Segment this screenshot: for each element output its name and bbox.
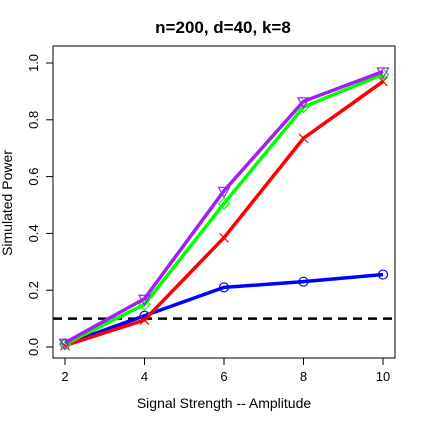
y-tick-label: 0.8 [26, 111, 41, 129]
series-2 [60, 76, 388, 351]
data-point [377, 269, 389, 280]
data-point [218, 282, 230, 293]
data-point [137, 294, 152, 307]
y-tick-label: 0.4 [26, 224, 41, 242]
data-point [296, 97, 311, 110]
data-point [378, 76, 388, 87]
series-4 [58, 67, 390, 351]
x-tick-label: 4 [141, 369, 148, 384]
data-point [139, 315, 150, 325]
series-line [64, 272, 384, 346]
series-line [64, 72, 384, 346]
y-tick-label: 0.2 [26, 281, 41, 299]
x-tick-label: 8 [300, 369, 307, 384]
y-tick-label: 1.0 [26, 54, 41, 72]
y-axis-label: Simulated Power [0, 150, 15, 256]
data-point [376, 67, 390, 80]
data-point [298, 133, 309, 144]
series-line [64, 69, 384, 345]
data-point [298, 276, 309, 287]
x-tick-label: 6 [220, 369, 227, 384]
data-point [219, 232, 229, 243]
data-point [217, 197, 231, 210]
y-tick-label: 0.0 [26, 338, 41, 356]
x-tick-label: 2 [61, 369, 68, 384]
series-1 [59, 269, 389, 350]
series-line [64, 80, 385, 348]
chart-title: n=200, d=40, k=8 [155, 18, 291, 37]
x-axis-label: Signal Strength -- Amplitude [137, 395, 312, 411]
data-point [58, 338, 72, 351]
data-point [217, 186, 231, 199]
y-tick-label: 0.6 [26, 168, 41, 186]
x-tick-label: 10 [376, 369, 390, 384]
